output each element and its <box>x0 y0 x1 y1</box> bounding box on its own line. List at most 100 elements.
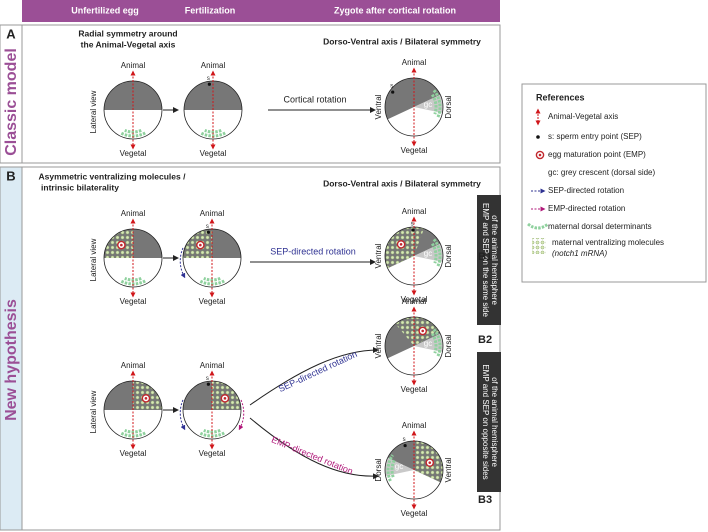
side-name: Ventral <box>374 94 383 119</box>
gc-label: gc <box>424 249 432 258</box>
side-label: Classic model <box>3 48 20 156</box>
header-label: Zygote after cortical rotation <box>334 5 456 15</box>
reference-item: egg maturation point (EMP) <box>548 150 646 159</box>
arrow-label: Cortical rotation <box>283 94 346 104</box>
dorsal-determinants <box>432 89 442 119</box>
sep <box>206 382 210 386</box>
dorsal-determinants <box>390 458 397 478</box>
lateral-view: Lateral view <box>89 390 98 433</box>
reference-item: EMP-directed rotation <box>548 204 625 213</box>
panel-title: Asymmetric ventralizing molecules / <box>39 171 187 181</box>
header-label: Fertilization <box>185 5 236 15</box>
panel-title: Dorso-Ventral axis / Bilateral symmetry <box>323 178 481 188</box>
icon <box>532 238 546 254</box>
tag: B1 <box>478 251 492 263</box>
vegetal-label: Vegetal <box>199 449 226 458</box>
references-title: References <box>536 92 585 102</box>
animal-label: Animal <box>402 297 427 306</box>
animal-label: Animal <box>200 209 225 218</box>
side-name: Dorsal <box>374 458 383 481</box>
animal-label: Animal <box>121 209 146 218</box>
side-a <box>0 24 23 164</box>
panel-title: the Animal-Vegetal axis <box>81 39 176 49</box>
vegetal-label: Vegetal <box>401 295 428 304</box>
sep-label: s <box>206 376 209 382</box>
sep <box>207 82 211 86</box>
panel-title: Radial symmetry around <box>78 28 177 38</box>
sep <box>411 228 415 232</box>
emp <box>144 397 148 400</box>
side-label: New hypothesis <box>3 299 20 421</box>
dorsal-determinants <box>432 328 442 358</box>
reference-item: maternal ventralizing molecules <box>552 238 664 247</box>
side-name: Dorsal <box>444 95 453 118</box>
note: of the animal hemisphere <box>490 377 499 467</box>
reference-item: (notch1 mRNA) <box>552 249 607 258</box>
emp <box>199 243 202 247</box>
panel-title: Dorso-Ventral axis / Bilateral symmetry <box>323 36 481 46</box>
dorsal-determinants <box>430 93 438 115</box>
arrow <box>249 347 379 406</box>
icon <box>527 222 549 230</box>
animal-label: Animal <box>200 361 225 370</box>
header-bar <box>22 0 500 22</box>
dorsal-determinants <box>432 238 442 268</box>
note-box <box>477 195 501 325</box>
side-b <box>0 166 23 531</box>
panel-letter: B <box>6 168 15 183</box>
side-name: Ventral <box>444 457 453 482</box>
gc-label: gc <box>424 339 432 348</box>
header-label: Unfertilized egg <box>71 5 139 15</box>
arrow <box>249 417 379 480</box>
emp <box>421 329 425 333</box>
animal-label: Animal <box>121 361 146 370</box>
arrow-label: SEP-directed rotation <box>270 246 356 256</box>
note: EMP and SEP on opposite sides <box>481 364 490 479</box>
references-box <box>521 83 707 283</box>
icon <box>536 135 540 139</box>
emp <box>120 243 123 247</box>
panel-letter: A <box>6 26 16 41</box>
vegetal-label: Vegetal <box>199 297 226 306</box>
vegetal-label: Vegetal <box>200 149 227 158</box>
vegetal-label: Vegetal <box>401 146 428 155</box>
reference-item: SEP-directed rotation <box>548 186 624 195</box>
lateral-view: Lateral view <box>89 90 98 133</box>
side-name: Ventral <box>374 333 383 358</box>
animal-label: Animal <box>121 61 146 70</box>
reference-item: Animal-Vegetal axis <box>548 112 618 121</box>
vegetal-label: Vegetal <box>401 509 428 518</box>
tag: B2 <box>478 334 492 346</box>
vegetal-label: Vegetal <box>120 149 147 158</box>
gc-label: gc <box>395 462 403 471</box>
emp-rotation <box>238 399 245 431</box>
animal-label: Animal <box>402 207 427 216</box>
sep-label: s <box>207 76 210 82</box>
tag: B3 <box>478 494 492 506</box>
animal-label: Animal <box>402 58 427 67</box>
reference-item: s: sperm entry point (SEP) <box>548 132 642 141</box>
side-name: Dorsal <box>444 334 453 357</box>
animal-label: Animal <box>201 61 226 70</box>
note: of the animal hemisphere <box>490 215 499 305</box>
sep-label: s <box>206 224 209 230</box>
emp <box>223 397 227 400</box>
sep-label: s <box>390 84 393 90</box>
side-name: Ventral <box>374 243 383 268</box>
icon <box>538 153 542 157</box>
dorsal-determinants <box>430 332 438 354</box>
gc-label: gc <box>424 100 432 109</box>
sep-rotation <box>179 399 186 431</box>
reference-item: gc: grey crescent (dorsal side) <box>548 168 655 177</box>
egg-region <box>395 317 440 346</box>
dorsal-determinants <box>430 242 438 264</box>
lateral-view: Lateral view <box>89 238 98 281</box>
vegetal-label: Vegetal <box>401 385 428 394</box>
note: EMP and SEP on the same side <box>481 203 490 318</box>
sep-rotation <box>179 247 186 279</box>
note-box <box>477 352 501 492</box>
sep-label: s <box>403 437 406 443</box>
sep-label: s <box>411 222 414 228</box>
emp <box>399 243 403 246</box>
